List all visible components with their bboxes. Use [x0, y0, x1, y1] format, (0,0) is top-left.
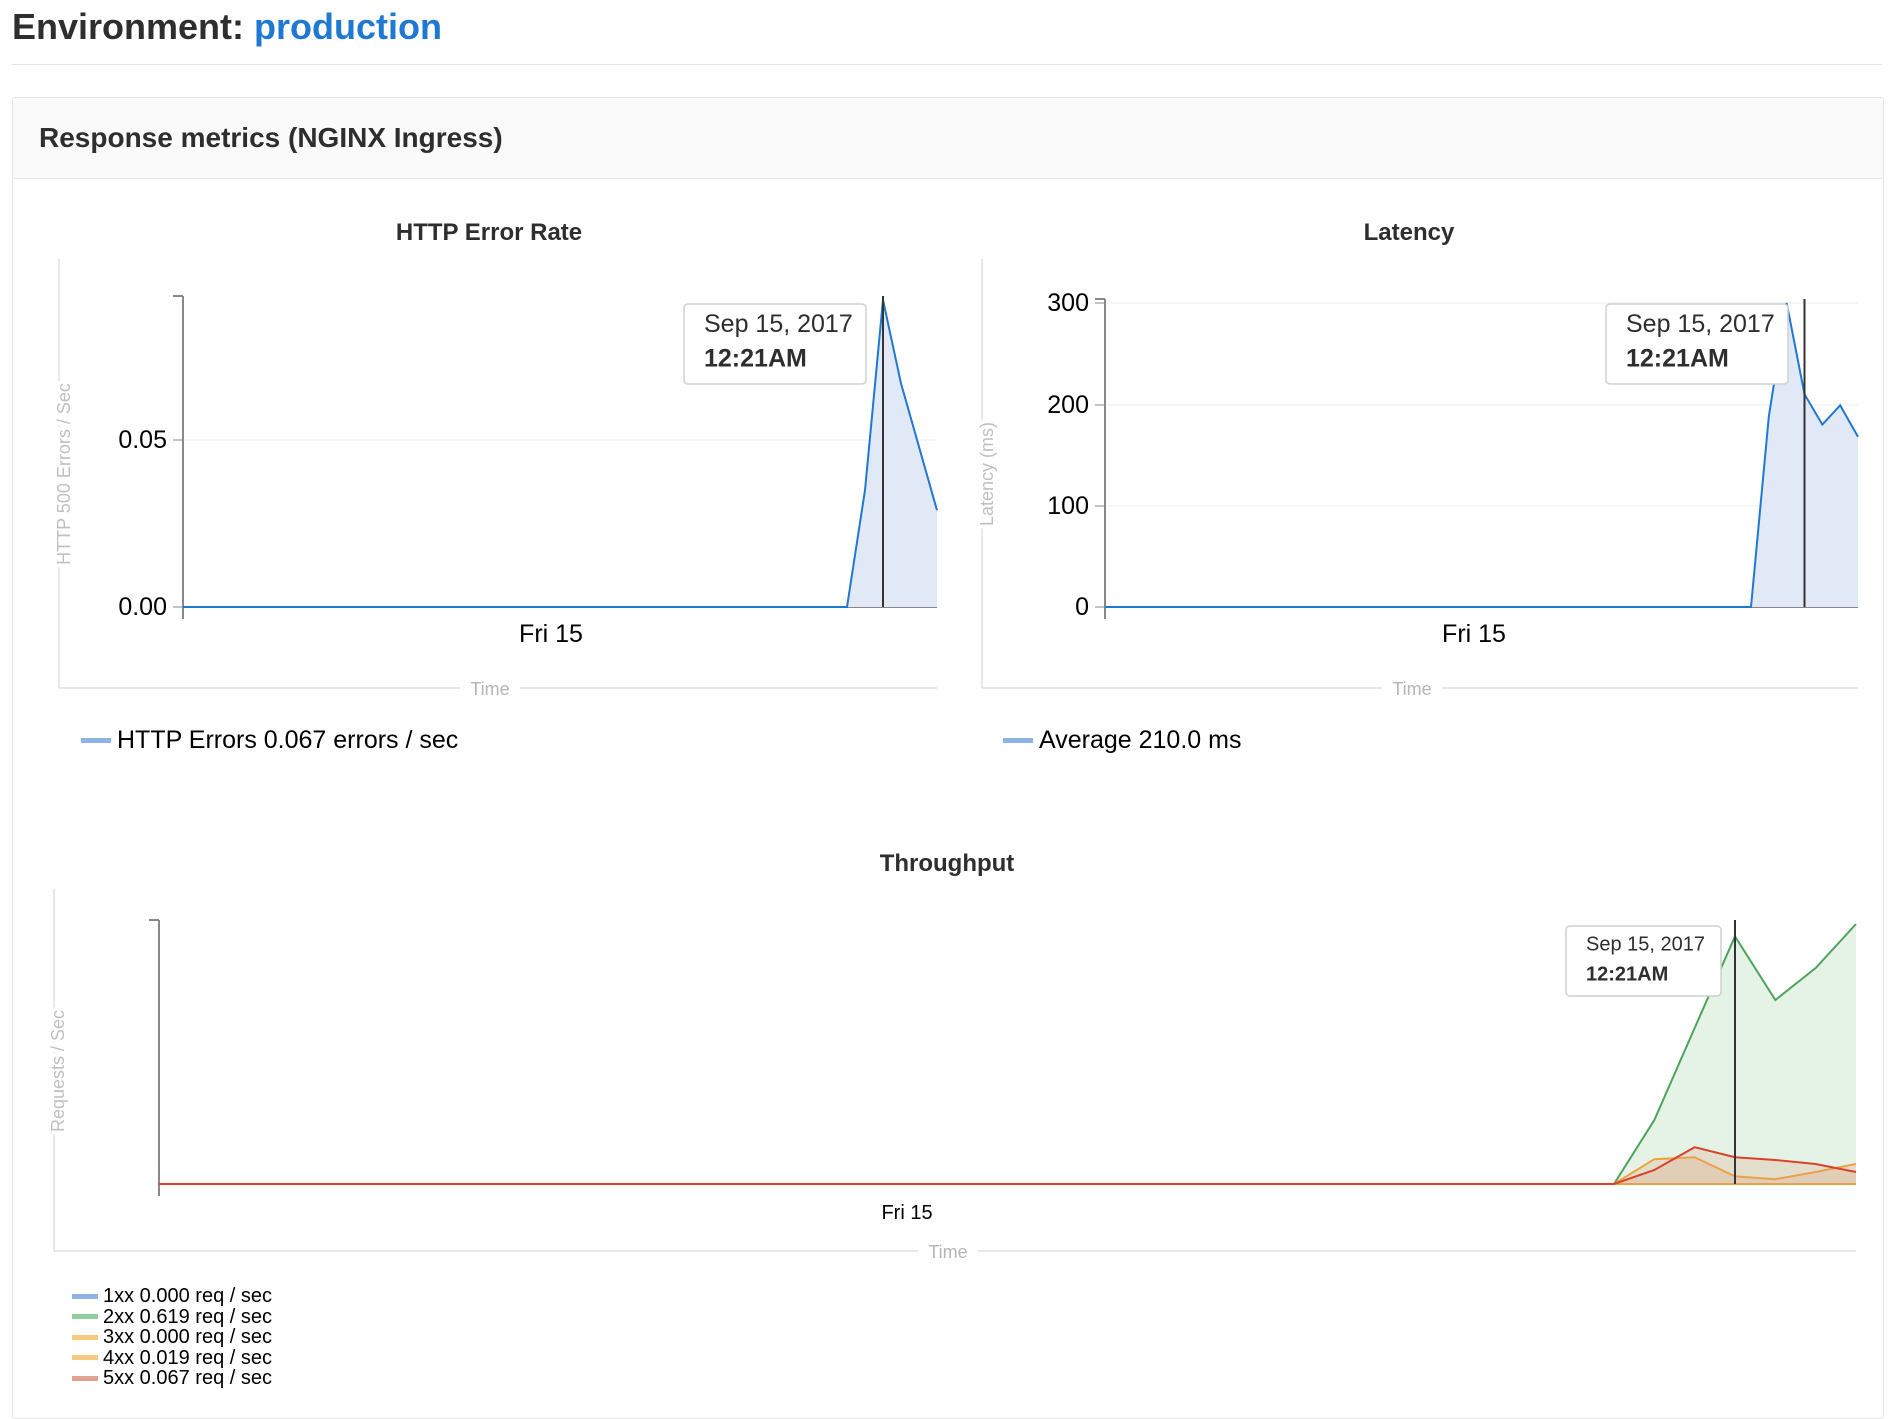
legend-item-3xx: 3xx 0.000 req / sec [72, 1327, 272, 1348]
chart-http-error-rate: HTTP Error Rate Time HTTP 500 Errors / Sec… [50, 219, 938, 699]
legend-swatch [72, 1293, 98, 1299]
legend-item-5xx: 5xx 0.067 req / sec [72, 1368, 272, 1389]
y-tick-label: 200 [1047, 391, 1089, 419]
y-tick-label: 300 [1047, 289, 1089, 317]
panel-header: Response metrics (NGINX Ingress) [13, 98, 1883, 179]
series-line-5xx [159, 1146, 1857, 1185]
error-rate-legend: HTTP Errors 0.067 errors / sec [81, 726, 458, 755]
legend-swatch [81, 738, 111, 743]
series-area-main [183, 300, 937, 607]
series-line-main [1105, 302, 1859, 608]
series-line-main [183, 299, 938, 608]
x-tick-label: Fri 15 [519, 620, 583, 648]
tooltip-date: Sep 15, 2017 [1586, 934, 1705, 956]
tooltip-box [1565, 925, 1722, 997]
chart-title: HTTP Error Rate [396, 219, 582, 246]
legend-text: 1xx 0.000 req / sec [103, 1285, 272, 1307]
panel-title: Response metrics (NGINX Ingress) [39, 122, 503, 153]
y-tick-label: 0.00 [118, 593, 167, 621]
y-tick-label: 100 [1047, 492, 1089, 520]
legend-text: 2xx 0.619 req / sec [103, 1305, 272, 1328]
x-axis-label: Time [1392, 679, 1431, 699]
x-tick-label: Fri 15 [881, 1202, 932, 1224]
legend-text: Average 210.0 ms [1039, 726, 1242, 754]
legend-text: 3xx 0.000 req / sec [103, 1326, 272, 1348]
environment-heading: Environment: production [12, 6, 442, 48]
legend-text: HTTP Errors 0.067 errors / sec [117, 726, 459, 754]
y-axis-label: Latency (ms) [977, 422, 997, 526]
hover-tooltip: Sep 15, 2017 12:21AM [683, 303, 867, 385]
tooltip-date: Sep 15, 2017 [704, 310, 853, 338]
legend-item-2xx: 2xx 0.619 req / sec [72, 1305, 272, 1328]
legend-item-4xx: 4xx 0.019 req / sec [72, 1346, 272, 1369]
chart-latency: Latency Time Latency (ms) 0 100 200 300 Fri 15 S… [973, 219, 1859, 699]
hover-tooltip: Sep 15, 2017 12:21AM [1605, 303, 1789, 385]
environment-label: Environment: [12, 6, 245, 47]
tooltip-box [683, 303, 867, 385]
series-line-4xx [159, 1156, 1857, 1185]
throughput-legend: 1xx 0.000 req / sec 2xx 0.619 req / sec … [72, 1286, 272, 1389]
series-area-5xx [159, 1147, 1856, 1184]
tooltip-time: 12:21AM [704, 344, 807, 372]
legend-swatch [72, 1314, 98, 1320]
tooltip-box [1605, 303, 1789, 385]
legend-swatch [1003, 738, 1033, 743]
legend-swatch [72, 1334, 98, 1340]
legend-text: 4xx 0.019 req / sec [103, 1346, 272, 1369]
tooltip-date: Sep 15, 2017 [1626, 310, 1775, 338]
series-area-4xx [159, 1157, 1856, 1184]
latency-legend: Average 210.0 ms [1003, 726, 1241, 755]
chart-title: Throughput [880, 850, 1015, 877]
chart-title: Latency [1364, 219, 1455, 246]
y-tick-label: 0.05 [118, 426, 167, 454]
hover-tooltip: Sep 15, 2017 12:21AM [1565, 925, 1722, 997]
environment-link[interactable]: production [254, 6, 442, 47]
divider [12, 64, 1882, 65]
y-tick-label: 0 [1075, 593, 1089, 621]
x-axis-label: Time [928, 1242, 967, 1262]
y-axis-label: Requests / Sec [48, 1010, 68, 1132]
chart-throughput: Throughput Time Requests / Sec Fri 15 Sep 15… [44, 850, 1857, 1262]
legend-text: 5xx 0.067 req / sec [103, 1367, 272, 1389]
response-metrics-panel: Response metrics (NGINX Ingress) [12, 97, 1884, 1419]
legend-item-1xx: 1xx 0.000 req / sec [72, 1286, 272, 1307]
legend-swatch [72, 1375, 98, 1381]
x-axis-label: Time [470, 679, 509, 699]
tooltip-time: 12:21AM [1586, 964, 1668, 986]
legend-swatch [72, 1355, 98, 1361]
y-axis-label: HTTP 500 Errors / Sec [54, 383, 74, 565]
tooltip-time: 12:21AM [1626, 344, 1729, 372]
x-tick-label: Fri 15 [1442, 620, 1506, 648]
